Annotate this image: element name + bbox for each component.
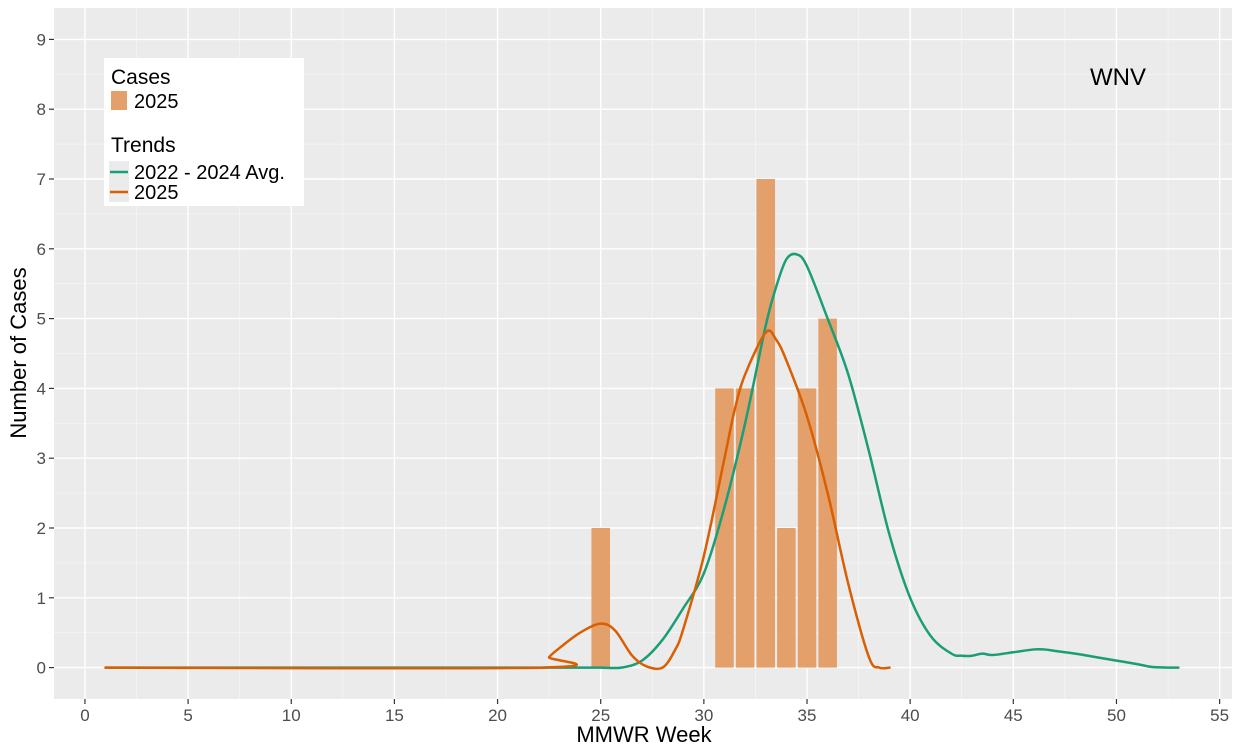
y-tick-label: 8 — [37, 100, 46, 119]
legend: Cases 2025 Trends 2022 - 2024 Avg. 2025 — [104, 58, 304, 206]
x-tick-label: 45 — [1004, 706, 1023, 725]
x-axis-label: MMWR Week — [576, 722, 712, 747]
y-tick-label: 9 — [37, 30, 46, 49]
y-tick-label: 2 — [37, 519, 46, 538]
legend-trends-title: Trends — [111, 134, 176, 157]
disease-annotation: WNV — [1090, 64, 1146, 91]
y-tick-label: 7 — [37, 170, 46, 189]
legend-trend1-label: 2022 - 2024 Avg. — [134, 162, 285, 184]
y-axis: 0 1 2 3 4 5 6 7 8 9 — [37, 30, 54, 678]
trend-line-2022-2024-avg — [104, 252, 1180, 670]
bar-week-32 — [735, 388, 755, 668]
bar-week-34 — [777, 527, 796, 668]
legend-box — [104, 58, 304, 206]
y-tick-label: 5 — [37, 310, 46, 329]
x-tick-label: 10 — [282, 706, 301, 725]
bar-week-33 — [756, 179, 776, 668]
trend-line-2025 — [104, 329, 891, 671]
legend-trend2-label: 2025 — [134, 182, 179, 204]
x-tick-label: 40 — [901, 706, 920, 725]
y-tick-label: 3 — [37, 449, 46, 468]
x-tick-label: 15 — [385, 706, 404, 725]
x-tick-label: 30 — [694, 706, 713, 725]
x-tick-label: 25 — [591, 706, 610, 725]
y-axis-label: Number of Cases — [6, 267, 31, 438]
x-tick-label: 50 — [1107, 706, 1126, 725]
legend-cases-title: Cases — [111, 66, 171, 89]
trend-lines — [104, 252, 1180, 671]
grid-minor — [54, 8, 1232, 699]
x-axis: 0 5 10 15 20 25 30 35 40 45 50 55 — [80, 699, 1229, 725]
legend-cases-swatch — [111, 91, 127, 110]
bar-series-2025 — [591, 179, 837, 668]
y-tick-label: 4 — [37, 379, 46, 398]
legend-cases-label: 2025 — [134, 91, 179, 113]
y-tick-label: 0 — [37, 659, 46, 678]
x-tick-label: 55 — [1210, 706, 1229, 725]
bar-week-25 — [591, 527, 610, 668]
x-tick-label: 5 — [183, 706, 192, 725]
x-tick-label: 0 — [80, 706, 89, 725]
x-tick-label: 35 — [798, 706, 817, 725]
y-tick-label: 1 — [37, 589, 46, 608]
bar-week-35 — [797, 388, 817, 668]
x-tick-label: 20 — [488, 706, 507, 725]
y-tick-label: 6 — [37, 240, 46, 259]
bar-week-31 — [715, 388, 734, 668]
